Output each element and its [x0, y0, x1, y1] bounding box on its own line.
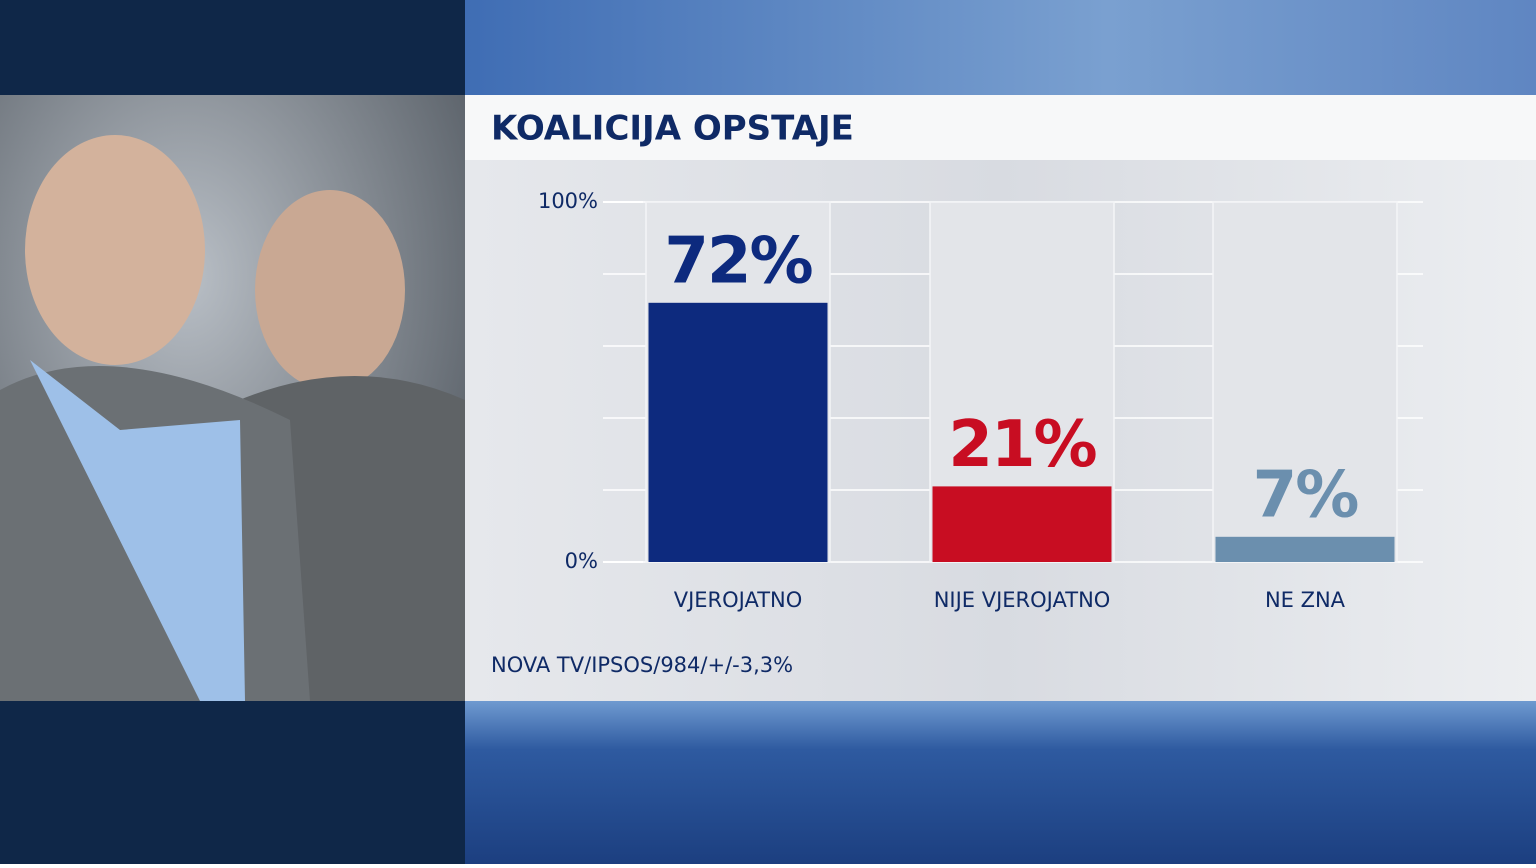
value-label: 72% — [664, 224, 812, 298]
title-band — [465, 95, 1536, 160]
bar — [648, 302, 828, 562]
x-tick-label: NE ZNA — [1265, 588, 1346, 612]
bar — [1215, 536, 1395, 562]
column-background — [1212, 201, 1398, 563]
background-bottom — [465, 701, 1536, 864]
x-tick-label: VJEROJATNO — [674, 588, 803, 612]
value-label: 7% — [1253, 458, 1359, 532]
source: NOVA TV/IPSOS/984/+/-3,3% — [491, 653, 793, 677]
people-silhouettes — [0, 135, 465, 701]
chart-title: KOALICIJA OPSTAJE — [491, 109, 854, 149]
y-tick-label: 0% — [565, 549, 598, 573]
x-tick-label: NIJE VJEROJATNO — [934, 588, 1111, 612]
value-label: 21% — [948, 408, 1096, 482]
bar — [932, 486, 1112, 562]
y-tick-label: 100% — [538, 189, 598, 213]
